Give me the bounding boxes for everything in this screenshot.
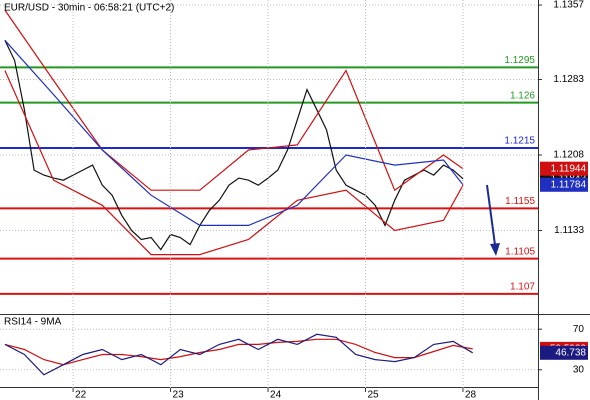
x-tick-label: 22 bbox=[75, 390, 87, 400]
level-label: 1.107 bbox=[510, 282, 535, 293]
series-line bbox=[4, 338, 473, 366]
level-label: 1.1105 bbox=[505, 246, 535, 257]
last-value-label: 1.11784 bbox=[551, 179, 587, 190]
x-tick-label: 28 bbox=[465, 390, 477, 400]
y-tick-label: 30 bbox=[573, 364, 585, 375]
x-tick-label: 24 bbox=[270, 390, 282, 400]
y-tick-label: 1.1357 bbox=[553, 0, 584, 11]
last-value-label: 46.738 bbox=[555, 347, 586, 358]
y-tick-label: 1.1208 bbox=[553, 150, 584, 161]
last-value-box bbox=[540, 161, 588, 176]
series-line bbox=[4, 333, 474, 376]
y-tick-label: 1.1283 bbox=[553, 74, 584, 85]
last-value-label: 1.11944 bbox=[551, 163, 587, 174]
x-tick-label: 25 bbox=[367, 390, 379, 400]
rsi-title: RSI14 - 9MA bbox=[4, 317, 62, 328]
last-value-box bbox=[540, 177, 588, 192]
level-label: 1.1215 bbox=[504, 136, 535, 147]
projection-arrow bbox=[486, 184, 496, 246]
y-tick-label: 70 bbox=[573, 324, 585, 335]
level-label: 1.1295 bbox=[504, 55, 535, 66]
series-line bbox=[4, 70, 464, 256]
chart-title: EUR/USD - 30min - 06:58:21 (UTC+2) bbox=[4, 3, 174, 14]
level-label: 1.126 bbox=[510, 90, 535, 101]
series-line bbox=[4, 9, 464, 192]
x-tick-label: 23 bbox=[173, 390, 185, 400]
arrow-head bbox=[490, 243, 500, 256]
y-tick-label: 1.1133 bbox=[554, 225, 584, 236]
level-label: 1.1155 bbox=[505, 196, 535, 207]
series-line bbox=[4, 40, 464, 251]
last-value-box bbox=[540, 345, 588, 360]
series-line bbox=[4, 39, 464, 226]
